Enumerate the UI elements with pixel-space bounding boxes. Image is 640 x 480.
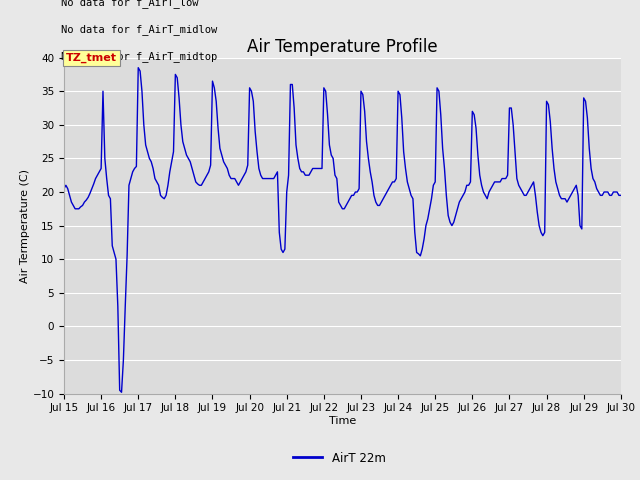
Legend: AirT 22m: AirT 22m	[288, 447, 390, 469]
Text: TZ_tmet: TZ_tmet	[66, 53, 117, 63]
X-axis label: Time: Time	[329, 416, 356, 426]
Title: Air Temperature Profile: Air Temperature Profile	[247, 38, 438, 56]
Text: No data for f_AirT_low: No data for f_AirT_low	[61, 0, 198, 8]
Y-axis label: Air Termperature (C): Air Termperature (C)	[20, 168, 29, 283]
Text: No data for f_AirT_midlow: No data for f_AirT_midlow	[61, 24, 218, 35]
Text: No data for f_AirT_midtop: No data for f_AirT_midtop	[61, 51, 218, 62]
